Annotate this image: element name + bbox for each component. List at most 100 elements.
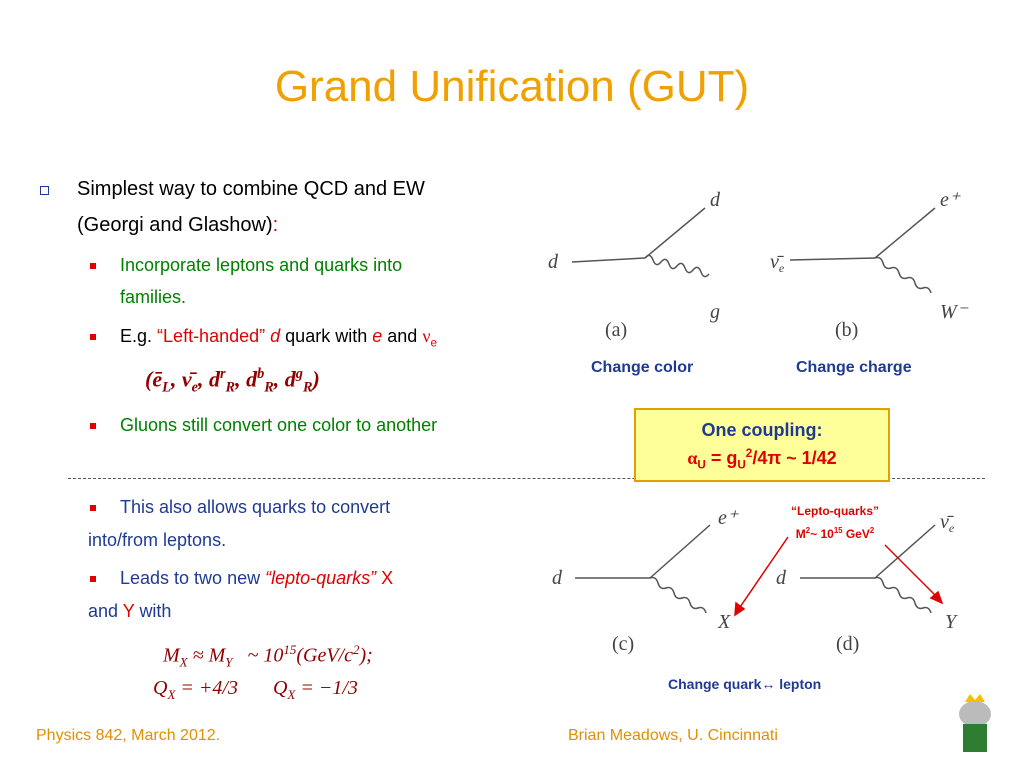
text: R [225, 379, 236, 396]
mass-formula: MX ≈ MY ~ 1015(GeV/c2); [163, 642, 373, 671]
text: (Georgi and Glashow) [77, 214, 273, 236]
text: ē [152, 366, 163, 392]
text: ) [312, 366, 320, 392]
label: ν̄e [940, 511, 955, 535]
label: (d) [836, 633, 859, 655]
text: and [88, 601, 119, 621]
text: M [208, 644, 226, 667]
coupling-box: One coupling: αU = gU2/4π ~ 1/42 [634, 408, 890, 482]
text: Leads to two new [120, 568, 261, 588]
text: X [179, 654, 188, 670]
label: g [710, 301, 720, 323]
text: b [257, 366, 265, 382]
text: d [270, 326, 281, 346]
bullet-text: Simplest way to combine QCD and EW [77, 178, 425, 201]
text: (GeV/c [296, 644, 353, 667]
bullet-text: (Georgi and Glashow): [77, 214, 278, 237]
text: with [139, 601, 172, 621]
text: d [246, 366, 258, 392]
text: 10 [263, 644, 284, 667]
text: , [273, 366, 280, 392]
text: 2 [869, 526, 875, 535]
text: R [302, 379, 313, 396]
footer-right: Brian Meadows, U. Cincinnati [568, 727, 778, 744]
arrows [734, 536, 944, 617]
diagram-lines [571, 207, 936, 614]
sub-text: into/from leptons. [88, 530, 227, 550]
sub-text: families. [120, 287, 187, 307]
text: and [387, 326, 418, 346]
coupling-formula: αU = gU2/4π ~ 1/42 [636, 447, 888, 472]
text: quark with [285, 326, 368, 346]
text: ν̄ [181, 366, 192, 392]
footer-left: Physics 842, March 2012. [36, 727, 221, 744]
text: , [197, 366, 204, 392]
charge-formula: QX = +4/3 QX = −1/3 [153, 677, 358, 703]
sub-text: and Y with [88, 601, 171, 622]
text: ); [359, 644, 373, 667]
text: , [170, 366, 177, 392]
sub-marker [90, 334, 96, 340]
label: W⁻ [940, 301, 969, 323]
text: e [949, 521, 955, 535]
label: (b) [835, 319, 858, 341]
sub-text: E.g. “Left-handed” d quark with e and νe [120, 326, 437, 350]
text: “lepto-quarks” [265, 568, 377, 588]
text: M [795, 527, 806, 541]
label: X [717, 611, 731, 633]
text: U [697, 458, 706, 472]
caption: Change charge [796, 359, 912, 376]
text: 2 [352, 642, 360, 657]
label: e⁺ [940, 189, 961, 211]
sub-marker [90, 576, 96, 582]
label: ν̄e [770, 251, 785, 275]
label: (a) [605, 319, 627, 341]
text: : [272, 214, 279, 236]
text: ≈ [192, 644, 204, 667]
text: e [430, 336, 437, 350]
text: = −1/3 [300, 677, 358, 699]
text: ν [422, 326, 431, 346]
text: g [295, 366, 303, 382]
text: 15 [283, 642, 297, 657]
text: = g [705, 448, 738, 468]
sub-marker [90, 505, 96, 511]
sub-text: Leads to two new “lepto-quarks” X [120, 568, 393, 589]
text: d [284, 366, 296, 392]
label: (c) [612, 633, 634, 655]
label: d [776, 567, 787, 589]
multiplet: (ēL, ν̄e, drR, dbR, dgR) [145, 366, 320, 397]
text: ~ 10 [810, 527, 834, 541]
text: R [264, 379, 274, 396]
text: ~ [247, 644, 259, 667]
text: 15 [833, 526, 843, 535]
text: Q [153, 677, 168, 699]
caption: Change color [591, 359, 694, 376]
text: ( [145, 366, 153, 392]
sub-marker [90, 263, 96, 269]
label: d [710, 189, 721, 211]
text: Y [225, 654, 233, 670]
text: Simplest way to combine QCD and EW [77, 178, 425, 200]
text: = +4/3 [180, 677, 238, 699]
text: Y [122, 601, 135, 621]
sub-text: This also allows quarks to convert [120, 497, 391, 517]
label: d [552, 567, 563, 589]
title: Grand Unification (GUT) [274, 62, 750, 111]
text: GeV [842, 527, 870, 541]
label: Y [945, 611, 958, 633]
mascot [959, 694, 991, 752]
label: d [548, 251, 559, 273]
text: , [235, 366, 241, 392]
bullet-marker [40, 186, 49, 195]
text: M [163, 644, 180, 667]
text: e [779, 261, 785, 275]
label: e⁺ [718, 507, 739, 529]
text: α [687, 448, 698, 468]
text: E.g. [120, 326, 153, 346]
text: X [287, 687, 296, 702]
text: 2 [805, 526, 811, 535]
text: U [737, 458, 746, 472]
